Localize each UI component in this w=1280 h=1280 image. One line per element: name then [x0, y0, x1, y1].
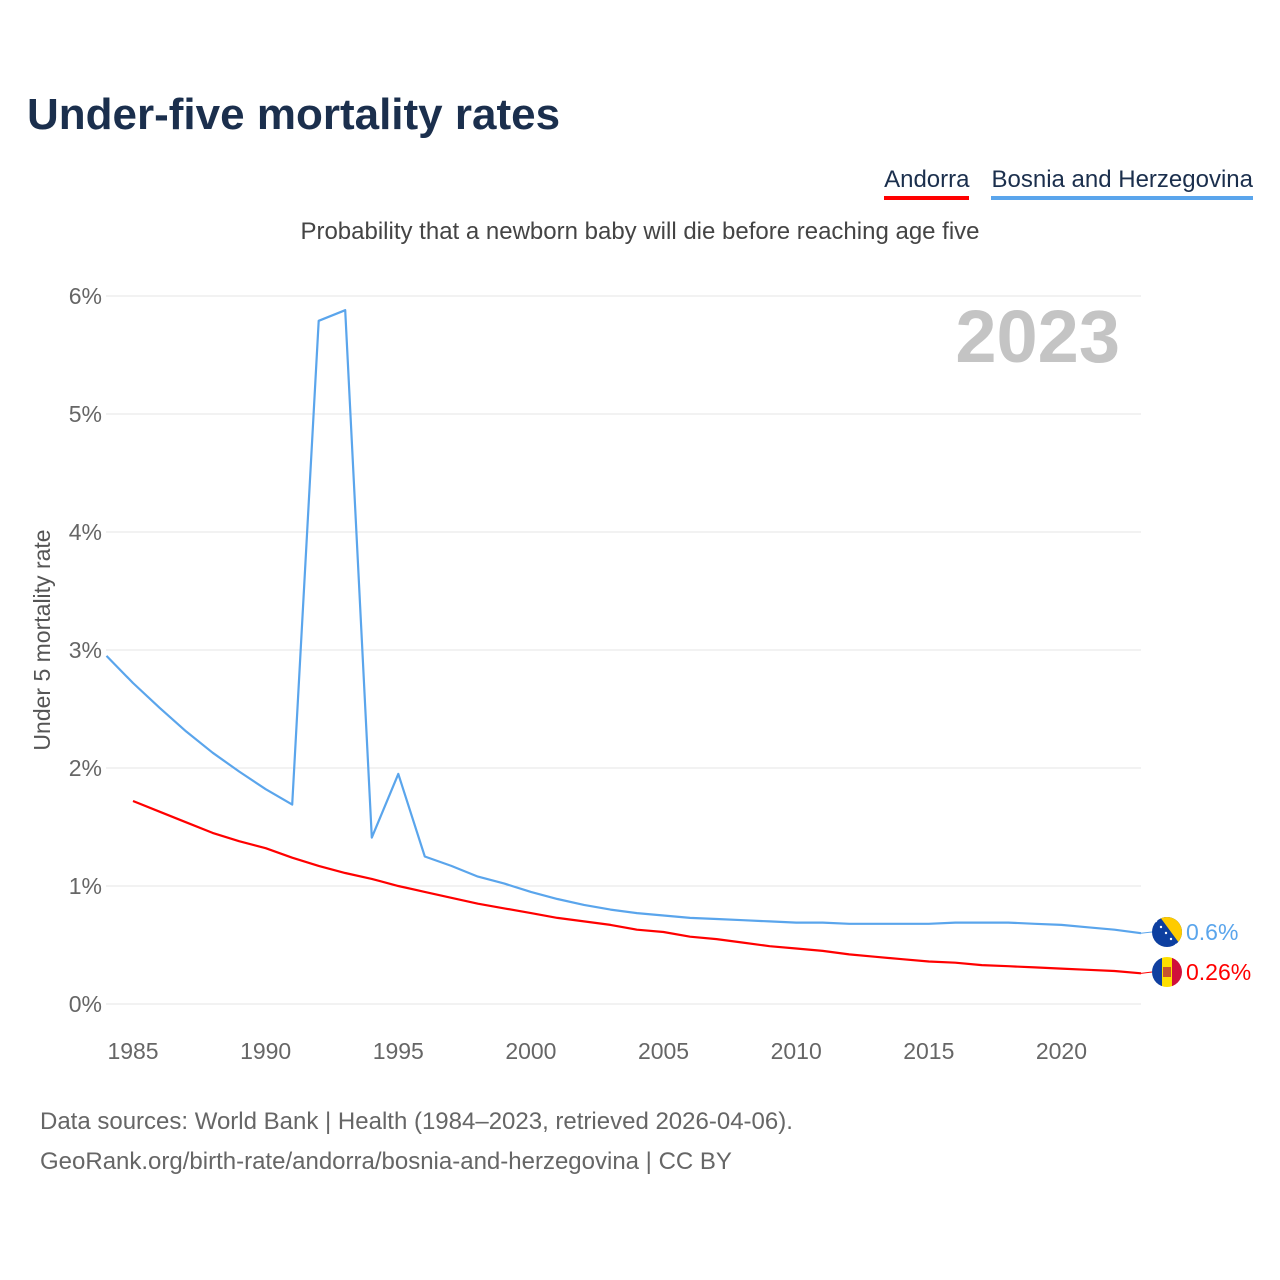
- x-tick-label: 1990: [240, 1038, 291, 1064]
- y-tick-label: 2%: [69, 755, 102, 781]
- bosnia-flag-icon: [1152, 917, 1182, 947]
- footer-sources: Data sources: World Bank | Health (1984–…: [40, 1108, 793, 1135]
- y-tick-label: 3%: [69, 637, 102, 663]
- y-tick-label: 5%: [69, 401, 102, 427]
- x-tick-label: 2000: [505, 1038, 556, 1064]
- chart-title: Under-five mortality rates: [27, 90, 561, 139]
- x-tick-label: 2020: [1036, 1038, 1087, 1064]
- legend: Andorra Bosnia and Herzegovina: [884, 166, 1253, 200]
- legend-item-andorra[interactable]: Andorra: [884, 166, 970, 200]
- end-value-label: 0.26%: [1186, 959, 1251, 985]
- series-line-bosnia-and-herzegovina: [105, 309, 1142, 935]
- series-line-andorra: [132, 799, 1142, 975]
- footer-url[interactable]: GeoRank.org/birth-rate/andorra/bosnia-an…: [40, 1148, 732, 1175]
- end-connector: [1140, 971, 1153, 974]
- end-value-label: 0.6%: [1186, 919, 1238, 945]
- y-tick-label: 0%: [69, 991, 102, 1017]
- x-tick-label: 2005: [638, 1038, 689, 1064]
- x-tick-label: 2015: [903, 1038, 954, 1064]
- legend-item-bosnia[interactable]: Bosnia and Herzegovina: [991, 166, 1253, 200]
- y-tick-label: 4%: [69, 519, 102, 545]
- x-tick-label: 2010: [771, 1038, 822, 1064]
- y-tick-label: 6%: [69, 283, 102, 309]
- x-tick-label: 1995: [373, 1038, 424, 1064]
- andorra-flag-icon: [1152, 957, 1182, 987]
- year-watermark: 2023: [955, 295, 1120, 378]
- chart-subtitle: Probability that a newborn baby will die…: [300, 218, 980, 245]
- x-tick-label: 1985: [107, 1038, 158, 1064]
- y-tick-label: 1%: [69, 873, 102, 899]
- end-connector: [1140, 931, 1153, 934]
- y-axis-label: Under 5 mortality rate: [29, 529, 55, 750]
